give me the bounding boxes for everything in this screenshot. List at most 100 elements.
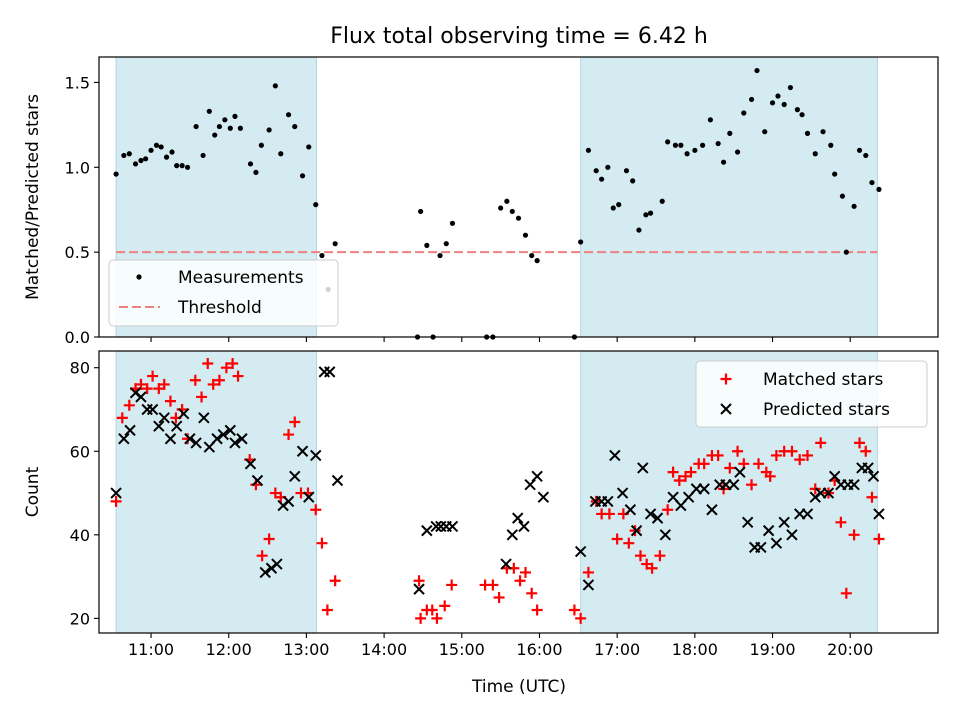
- x-tick-label: 19:00: [749, 640, 795, 659]
- data-point: [860, 445, 872, 457]
- data-point: [147, 370, 159, 382]
- y-tick-label: 40: [70, 526, 90, 545]
- data-point: [526, 587, 538, 599]
- y-tick-label: 0.0: [65, 328, 90, 347]
- series-measurements: [113, 67, 882, 340]
- data-point: [537, 491, 550, 503]
- data-point: [329, 575, 341, 587]
- data-point: [132, 161, 139, 167]
- data-point: [163, 154, 170, 160]
- data-point: [123, 399, 135, 411]
- data-point: [734, 149, 741, 155]
- data-point: [184, 433, 196, 445]
- data-point: [282, 495, 295, 508]
- y-tick-label: 60: [70, 442, 90, 461]
- legend-predicted-marker: [720, 403, 732, 415]
- data-point: [236, 433, 248, 445]
- data-point: [753, 458, 765, 470]
- data-point: [439, 600, 451, 612]
- x-tick-label: 13:00: [283, 640, 329, 659]
- data-point: [514, 575, 526, 587]
- data-point: [222, 117, 228, 123]
- data-point: [431, 612, 443, 624]
- data-point: [299, 173, 306, 179]
- data-point: [251, 474, 264, 487]
- data-point: [876, 186, 882, 192]
- data-point: [851, 203, 857, 209]
- data-point: [232, 370, 244, 382]
- data-point: [531, 604, 543, 616]
- data-point: [143, 156, 149, 162]
- data-point: [629, 525, 641, 537]
- data-point: [272, 83, 278, 89]
- data-point: [599, 176, 605, 182]
- data-point: [135, 391, 147, 403]
- data-point: [835, 516, 847, 528]
- data-point: [193, 123, 199, 130]
- data-point: [216, 123, 223, 130]
- data-point: [164, 395, 176, 407]
- data-point: [856, 147, 863, 153]
- data-point: [124, 424, 136, 437]
- data-point: [634, 550, 646, 562]
- data-point: [487, 579, 499, 591]
- data-point: [229, 437, 241, 449]
- data-point: [698, 483, 710, 495]
- data-point: [854, 437, 866, 449]
- legend-box: [695, 360, 928, 428]
- data-point: [421, 524, 433, 537]
- data-point: [692, 147, 698, 153]
- data-point: [727, 130, 733, 136]
- data-point: [244, 458, 257, 470]
- data-point: [698, 458, 710, 470]
- data-point: [206, 108, 212, 114]
- data-point: [575, 612, 587, 624]
- shaded-span-1: [115, 350, 318, 634]
- data-point: [630, 524, 643, 537]
- x-tick-label: 15:00: [439, 640, 485, 659]
- data-point: [820, 129, 826, 135]
- data-point: [741, 110, 747, 116]
- data-point: [213, 374, 225, 386]
- data-point: [116, 412, 128, 424]
- data-point: [285, 112, 292, 118]
- data-point: [662, 504, 674, 516]
- data-point: [278, 151, 284, 157]
- data-point: [732, 445, 744, 457]
- data-point: [611, 533, 623, 545]
- data-point: [303, 491, 315, 503]
- data-point: [605, 164, 611, 170]
- data-point: [158, 412, 170, 424]
- data-point: [310, 504, 322, 516]
- data-point: [643, 212, 649, 218]
- data-point: [518, 520, 530, 533]
- data-point: [659, 529, 672, 541]
- legend-box: [108, 259, 339, 327]
- data-point: [839, 193, 846, 199]
- data-point: [158, 378, 170, 390]
- data-point: [873, 533, 885, 545]
- data-point: [512, 512, 524, 524]
- data-point: [121, 152, 127, 159]
- data-point: [637, 462, 649, 474]
- data-point: [647, 210, 654, 216]
- data-point: [170, 420, 183, 432]
- data-point: [253, 169, 259, 175]
- data-point: [217, 428, 230, 441]
- data-point: [289, 416, 301, 428]
- data-point: [659, 198, 665, 204]
- data-point: [786, 529, 798, 541]
- data-point: [430, 520, 442, 533]
- data-point: [794, 454, 806, 466]
- data-point: [755, 541, 767, 554]
- data-point: [712, 449, 724, 461]
- data-point: [443, 241, 449, 247]
- data-point: [200, 152, 206, 159]
- data-point: [603, 508, 615, 520]
- data-point: [202, 358, 214, 370]
- data-point: [522, 232, 529, 238]
- y-axis-label: Matched/Predicted stars: [23, 94, 43, 300]
- data-point: [531, 470, 543, 483]
- data-point: [498, 205, 504, 211]
- data-point: [413, 583, 425, 595]
